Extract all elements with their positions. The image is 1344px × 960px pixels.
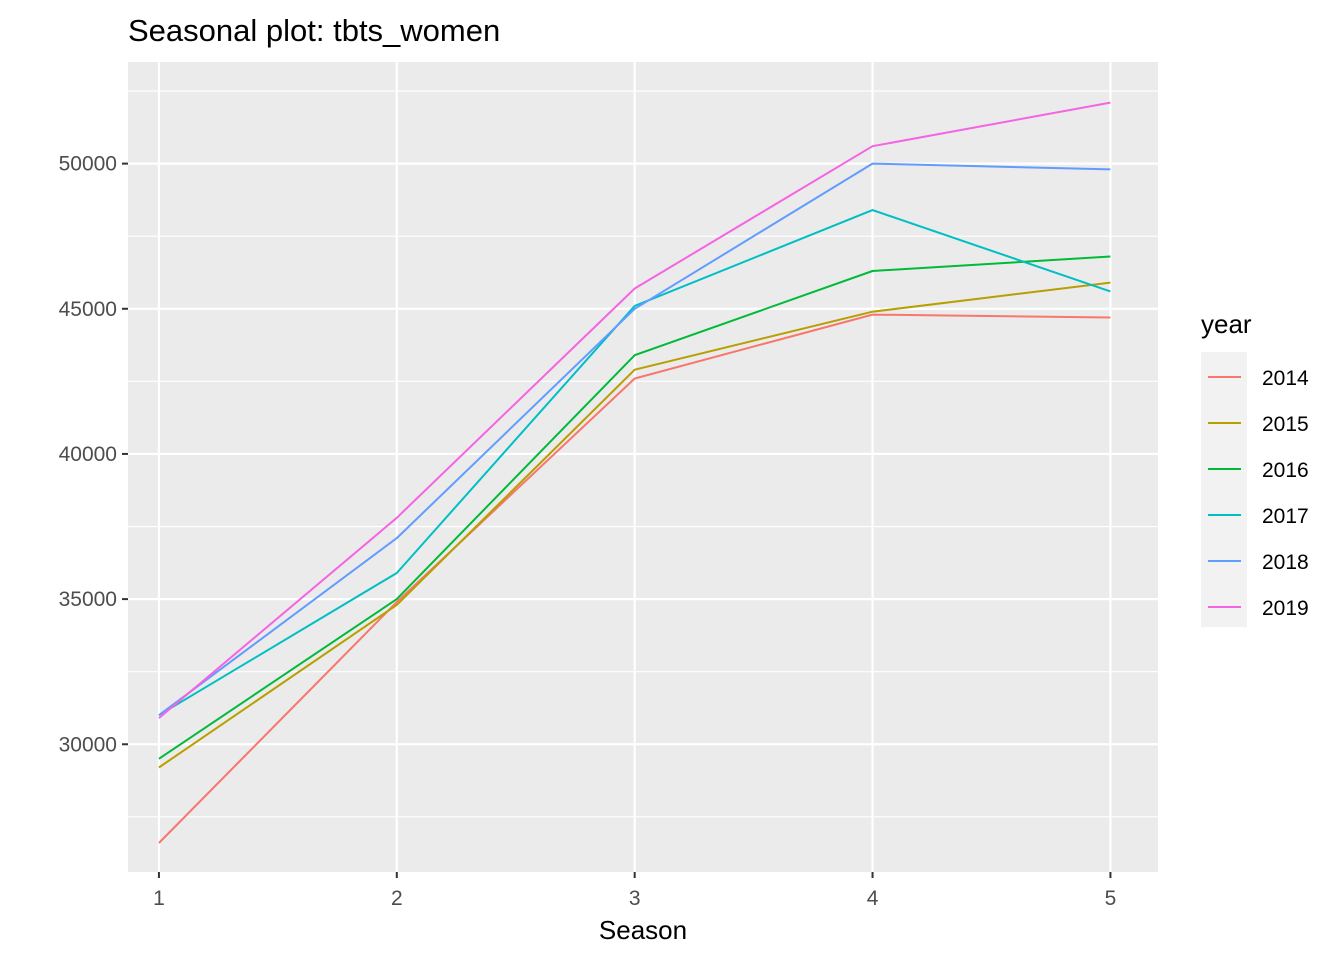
series-line-2016: [158, 255, 1111, 760]
series-line-2015: [158, 281, 1111, 769]
legend-label-2016: 2016: [1262, 459, 1309, 482]
y-axis: 30000 35000 40000 45000 50000: [59, 153, 128, 756]
plot-panel: [128, 62, 1158, 872]
y-tick-label: 35000: [59, 588, 117, 611]
series-line-2018: [158, 162, 1111, 717]
legend-label-2018: 2018: [1262, 551, 1309, 574]
y-tick-label: 30000: [59, 733, 117, 756]
x-tick-label: 5: [1105, 887, 1117, 910]
legend: year 2014 2015 2016 2017 2018 2019: [1201, 309, 1309, 627]
legend-label-2019: 2019: [1262, 597, 1309, 620]
x-axis: 1 2 3 4 5: [153, 872, 1116, 910]
chart-title: Seasonal plot: tbts_women: [128, 13, 500, 48]
y-tick-label: 50000: [59, 153, 117, 176]
legend-title: year: [1201, 309, 1252, 339]
major-gridlines: [128, 62, 1158, 872]
legend-label-2017: 2017: [1262, 505, 1309, 528]
legend-key-background: [1201, 352, 1247, 627]
y-tick-label: 45000: [59, 298, 117, 321]
x-axis-title: Season: [599, 915, 687, 945]
minor-gridlines: [128, 90, 1158, 818]
y-tick-label: 40000: [59, 443, 117, 466]
x-tick-label: 4: [867, 887, 879, 910]
series-line-2017: [158, 209, 1111, 717]
legend-label-2014: 2014: [1262, 367, 1309, 390]
x-tick-label: 3: [629, 887, 641, 910]
x-tick-label: 2: [391, 887, 403, 910]
legend-label-2015: 2015: [1262, 413, 1309, 436]
series-lines: [158, 101, 1111, 844]
series-line-2014: [158, 313, 1111, 844]
series-line-2019: [158, 101, 1111, 719]
x-tick-label: 1: [153, 887, 165, 910]
